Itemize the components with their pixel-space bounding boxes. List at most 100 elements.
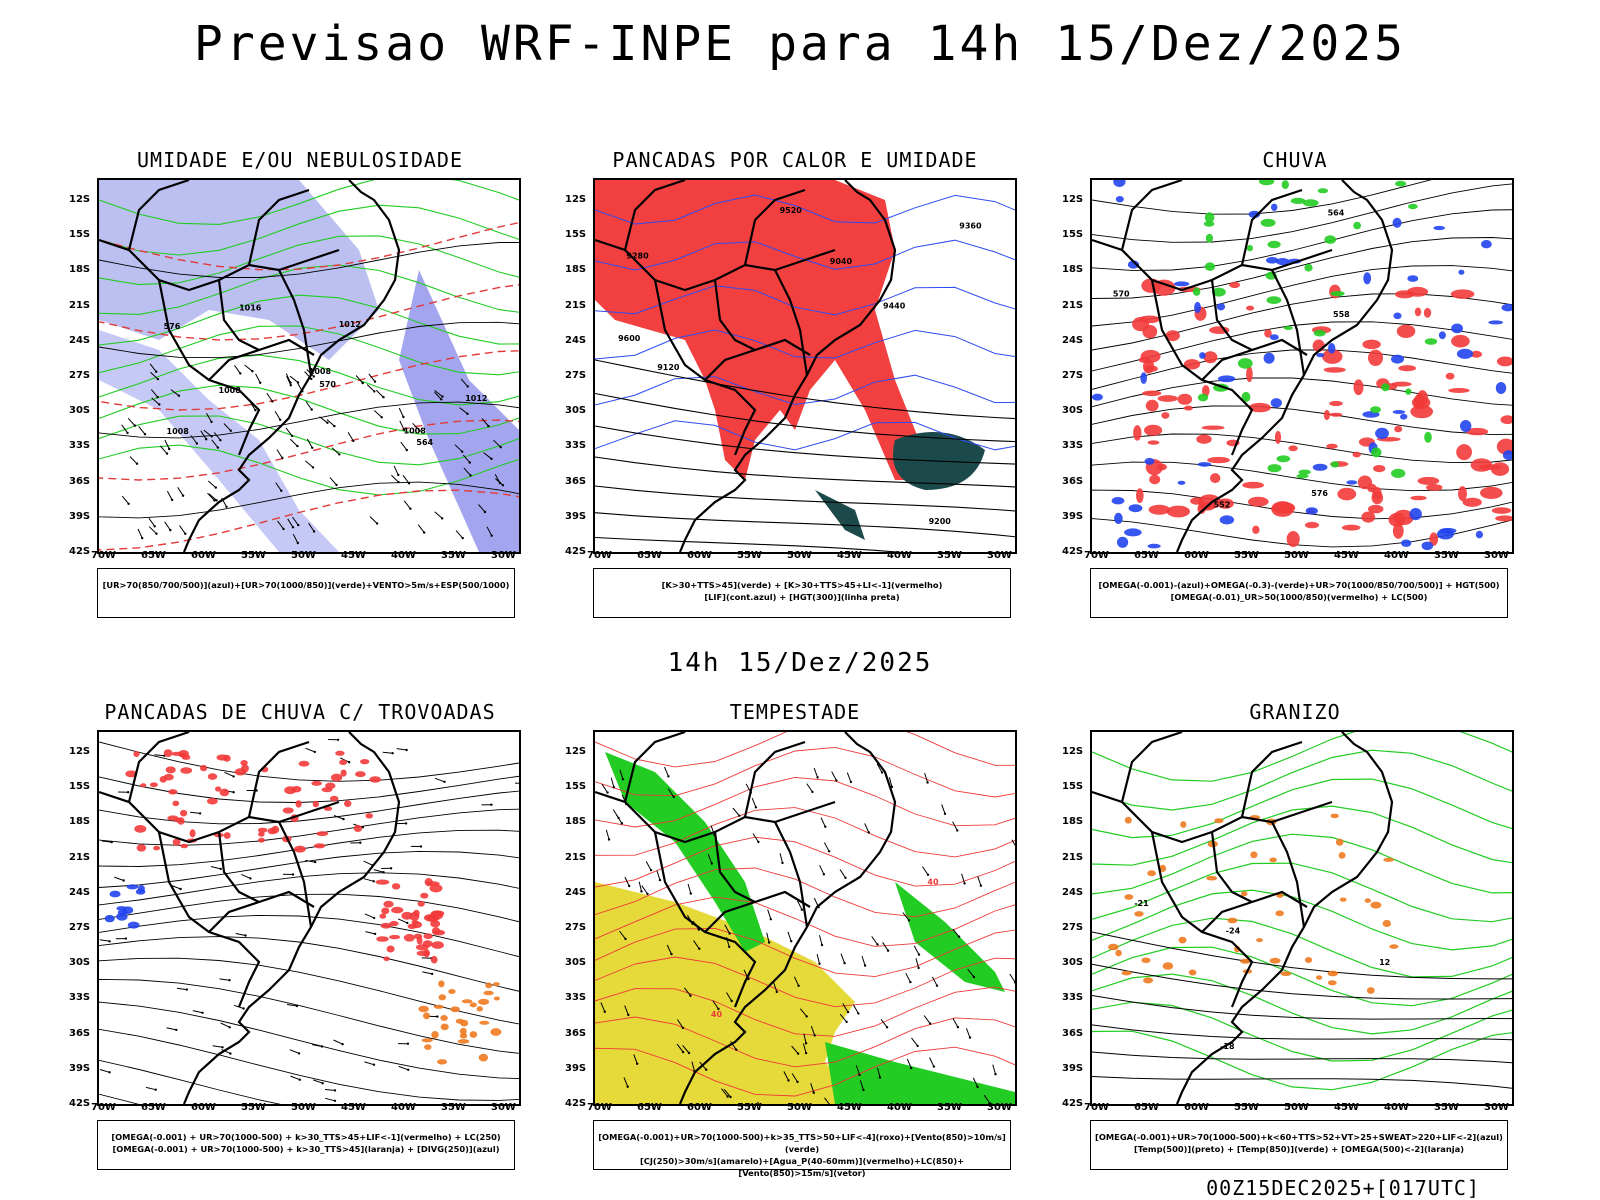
storm-red-dots bbox=[153, 845, 161, 851]
wind-arrowhead bbox=[430, 972, 434, 976]
storm-orange-dots bbox=[455, 1018, 464, 1024]
latitude-tick-label: 42S bbox=[69, 1098, 91, 1109]
wind-arrow bbox=[952, 821, 958, 831]
wind-arrowhead bbox=[382, 871, 385, 874]
rain-red-area bbox=[1391, 381, 1412, 387]
wind-arrow bbox=[290, 1075, 300, 1081]
rain-green-area bbox=[1283, 326, 1293, 330]
wind-arrow bbox=[819, 935, 823, 946]
wind-arrow bbox=[149, 363, 157, 373]
contour-line bbox=[99, 850, 519, 888]
wind-arrow bbox=[171, 884, 181, 890]
wind-arrow bbox=[148, 526, 157, 535]
wind-arrow bbox=[373, 869, 384, 873]
latitude-tick-label: 24S bbox=[69, 886, 91, 898]
rain-red-area bbox=[1395, 290, 1415, 299]
contour-line bbox=[1092, 749, 1512, 811]
wind-arrow bbox=[434, 777, 445, 783]
storm-red-dots bbox=[189, 829, 196, 838]
rain-blue-area bbox=[1111, 497, 1125, 505]
contour-line bbox=[1092, 862, 1512, 923]
contour-value-label: 9040 bbox=[830, 257, 853, 266]
storm-red-dots bbox=[174, 817, 183, 823]
storm-red-dots bbox=[420, 892, 429, 899]
wind-arrow bbox=[319, 416, 328, 424]
storm-orange-dots bbox=[457, 1039, 470, 1044]
contour-line bbox=[595, 986, 1015, 1037]
wind-arrowhead bbox=[153, 525, 156, 528]
contour-value-label: 1008 bbox=[219, 386, 242, 395]
rain-red-area bbox=[1456, 444, 1472, 461]
wind-arrowhead bbox=[372, 1063, 376, 1066]
state-border bbox=[1201, 890, 1308, 933]
latitude-tick-label: 30S bbox=[565, 405, 587, 417]
wind-arrowhead bbox=[165, 452, 169, 455]
contour-line bbox=[1092, 349, 1512, 390]
contour-line bbox=[99, 419, 519, 481]
wind-arrow bbox=[478, 504, 486, 513]
contour-line bbox=[595, 746, 1015, 798]
longitude-tick-label: 45W bbox=[837, 1102, 862, 1113]
wind-arrow bbox=[244, 364, 253, 372]
panel-title: GRANIZO bbox=[1249, 700, 1341, 724]
longitude-tick-label: 70W bbox=[587, 550, 612, 561]
rain-blue-area bbox=[1458, 269, 1465, 275]
contour-line bbox=[1092, 805, 1512, 866]
rain-red-area bbox=[1417, 476, 1440, 485]
wind-arrow bbox=[391, 474, 399, 483]
contour-value-label: 576 bbox=[1311, 489, 1328, 498]
wind-arrow bbox=[906, 1058, 912, 1069]
rain-green-area bbox=[1281, 180, 1289, 190]
storm-orange-dots bbox=[450, 1006, 461, 1013]
wind-arrow bbox=[726, 992, 733, 1002]
wind-arrow bbox=[941, 804, 946, 814]
rain-red-area bbox=[1341, 524, 1361, 531]
wind-arrow bbox=[355, 375, 364, 384]
longitude-tick-label: 70W bbox=[91, 1102, 116, 1113]
contour-line bbox=[595, 425, 1015, 465]
wind-arrowhead bbox=[800, 908, 804, 911]
wind-arrowhead bbox=[352, 439, 355, 443]
storm-orange-dots bbox=[421, 1038, 433, 1043]
wind-arrow bbox=[121, 495, 129, 505]
wind-arrowhead bbox=[155, 532, 158, 535]
contour-line bbox=[99, 893, 519, 923]
latitude-tick-label: 36S bbox=[565, 1027, 587, 1039]
contour-value-label: 570 bbox=[319, 380, 336, 389]
longitude-tick-label: 40W bbox=[391, 550, 416, 561]
rain-blue-area bbox=[1194, 301, 1201, 314]
wind-arrowhead bbox=[380, 416, 383, 419]
rain-red-area bbox=[1183, 359, 1201, 370]
storm-orange-dots bbox=[461, 999, 473, 1004]
storm-red-dots bbox=[180, 809, 188, 817]
rain-red-area bbox=[1362, 339, 1381, 350]
contour-line bbox=[99, 444, 519, 496]
wind-arrow bbox=[712, 1000, 719, 1010]
rain-green-area bbox=[1317, 188, 1329, 194]
wind-arrowhead bbox=[626, 1085, 629, 1088]
wind-arrowhead bbox=[281, 456, 284, 460]
storm-red-dots bbox=[215, 786, 222, 792]
wind-arrow bbox=[799, 1008, 808, 1017]
contour-value-label: 1008 bbox=[309, 367, 332, 376]
latitude-tick-label: 36S bbox=[1062, 475, 1084, 487]
latitude-tick-label: 15S bbox=[69, 781, 91, 793]
wind-arrowhead bbox=[620, 822, 624, 825]
wind-arrow bbox=[286, 1004, 297, 1007]
contour-line bbox=[1092, 732, 1512, 782]
storm-red-dots bbox=[430, 955, 438, 964]
latitude-tick-label: 21S bbox=[565, 851, 587, 863]
contour-line bbox=[1092, 778, 1512, 839]
rain-red-area bbox=[1448, 388, 1470, 393]
state-border bbox=[127, 732, 190, 803]
wind-arrow bbox=[114, 876, 124, 881]
latitude-tick-label: 39S bbox=[69, 1062, 91, 1074]
wind-arrow bbox=[972, 1077, 979, 1088]
wind-arrowhead bbox=[297, 1052, 301, 1055]
state-border bbox=[1210, 279, 1253, 351]
latitude-tick-label: 42S bbox=[1062, 546, 1084, 557]
wind-arrow bbox=[99, 939, 110, 942]
storm-orange-dots bbox=[418, 1005, 429, 1013]
wind-arrow bbox=[99, 1069, 110, 1073]
wind-arrow bbox=[208, 493, 217, 501]
